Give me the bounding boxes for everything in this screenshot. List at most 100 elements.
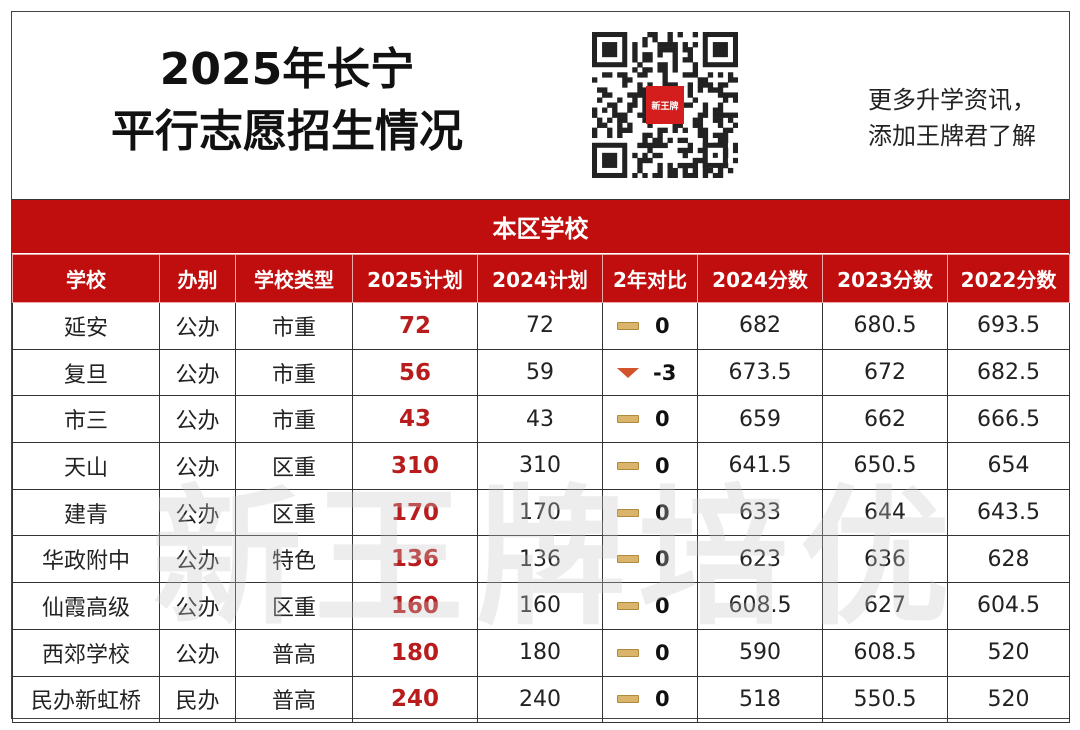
plan-2025-cell: 72 (352, 302, 478, 350)
school-cell: 仙霞高级 (12, 582, 160, 630)
ownership-cell: 民办 (159, 675, 236, 724)
score-2023-cell: 672 (822, 348, 948, 397)
comparison: 0 (603, 547, 697, 571)
flat-bar-icon (617, 695, 639, 704)
comparison-cell: 0 (602, 582, 698, 630)
comparison-cell: 0 (602, 535, 698, 584)
col-header: 2022分数 (947, 254, 1070, 303)
plan-2024-cell: 310 (477, 442, 603, 490)
col-header: 2025计划 (352, 254, 478, 303)
school-type-cell: 市重 (235, 302, 353, 350)
qr-code: 新王牌 (592, 32, 739, 179)
ownership-cell: 公办 (159, 302, 236, 350)
plan-2025-cell: 136 (352, 535, 478, 584)
ownership-cell: 公办 (159, 395, 236, 444)
school-cell: 西郊学校 (12, 628, 160, 677)
comparison: 0 (603, 501, 697, 525)
admission-table: 学校 办别 学校类型 2025计划 2024计划 2年对比 2024分数 202… (12, 254, 1070, 724)
score-2024-cell: 633 (697, 488, 823, 537)
score-2022-cell: 666.5 (947, 395, 1070, 444)
col-header: 2024分数 (697, 254, 823, 303)
comparison: 0 (603, 407, 697, 431)
score-2023-cell: 680.5 (822, 302, 948, 350)
comparison-cell: 0 (602, 395, 698, 444)
plan-2025-cell: 180 (352, 628, 478, 677)
diff-value: 0 (655, 687, 670, 712)
comparison-cell: -3 (602, 348, 698, 397)
school-type-cell: 区重 (235, 442, 353, 490)
table-row: 市三 公办 市重 43 43 0 659 662 666.5 (12, 395, 1070, 444)
plan-2025-cell: 56 (352, 348, 478, 397)
section-banner: 本区学校 (12, 199, 1069, 254)
score-2024-cell: 518 (697, 675, 823, 724)
school-cell: 天山 (12, 442, 160, 490)
score-2022-cell: 643.5 (947, 488, 1070, 537)
school-cell: 延安 (12, 302, 160, 350)
score-2022-cell: 604.5 (947, 582, 1070, 630)
qr-logo-badge: 新王牌 (646, 86, 684, 124)
diff-value: 0 (655, 313, 670, 338)
score-2024-cell: 659 (697, 395, 823, 444)
diff-value: 0 (655, 640, 670, 665)
qr-code-pattern (592, 32, 739, 179)
plan-2025-cell: 160 (352, 582, 478, 630)
comparison-cell: 0 (602, 628, 698, 677)
school-type-cell: 市重 (235, 395, 353, 444)
score-2024-cell: 623 (697, 535, 823, 584)
diff-value: 0 (655, 500, 670, 525)
plan-2024-cell: 180 (477, 628, 603, 677)
comparison: 0 (603, 594, 697, 618)
school-type-cell: 普高 (235, 675, 353, 724)
comparison-cell: 0 (602, 488, 698, 537)
score-2023-cell: 608.5 (822, 628, 948, 677)
comparison: 0 (603, 641, 697, 665)
school-cell: 市三 (12, 395, 160, 444)
table-header-row: 学校 办别 学校类型 2025计划 2024计划 2年对比 2024分数 202… (12, 254, 1070, 303)
ownership-cell: 公办 (159, 582, 236, 630)
plan-2024-cell: 59 (477, 348, 603, 397)
table-row: 建青 公办 区重 170 170 0 633 644 643.5 (12, 488, 1070, 537)
ownership-cell: 公办 (159, 442, 236, 490)
plan-2024-cell: 72 (477, 302, 603, 350)
flat-bar-icon (617, 601, 639, 610)
diff-value: 0 (655, 547, 670, 572)
ownership-cell: 公办 (159, 535, 236, 584)
table-row: 民办新虹桥 民办 普高 240 240 0 518 550.5 520 (12, 675, 1070, 724)
comparison: -3 (603, 361, 697, 385)
comparison: 0 (603, 314, 697, 338)
score-2022-cell: 693.5 (947, 302, 1070, 350)
score-2022-cell: 520 (947, 628, 1070, 677)
plan-2024-cell: 170 (477, 488, 603, 537)
school-cell: 建青 (12, 488, 160, 537)
plan-2025-cell: 310 (352, 442, 478, 490)
comparison-cell: 0 (602, 675, 698, 724)
table-body: 延安 公办 市重 72 72 0 682 680.5 693.5 复旦 公办 市重 56 59 -3 673.… (12, 302, 1070, 724)
table-row: 天山 公办 区重 310 310 0 641.5 650.5 654 (12, 442, 1070, 490)
school-cell: 华政附中 (12, 535, 160, 584)
score-2023-cell: 644 (822, 488, 948, 537)
plan-2025-cell: 170 (352, 488, 478, 537)
flat-bar-icon (617, 648, 639, 657)
down-arrow-icon (617, 367, 639, 378)
score-2023-cell: 650.5 (822, 442, 948, 490)
score-2023-cell: 636 (822, 535, 948, 584)
diff-value: 0 (655, 453, 670, 478)
school-type-cell: 区重 (235, 488, 353, 537)
diff-value: 0 (655, 407, 670, 432)
col-header: 2024计划 (477, 254, 603, 303)
score-2022-cell: 682.5 (947, 348, 1070, 397)
score-2024-cell: 641.5 (697, 442, 823, 490)
score-2024-cell: 608.5 (697, 582, 823, 630)
plan-2024-cell: 160 (477, 582, 603, 630)
flat-bar-icon (617, 555, 639, 564)
table-row: 仙霞高级 公办 区重 160 160 0 608.5 627 604.5 (12, 582, 1070, 630)
plan-2025-cell: 43 (352, 395, 478, 444)
comparison: 0 (603, 687, 697, 711)
col-header: 2年对比 (602, 254, 698, 303)
promo-line-2: 添加王牌君了解 (868, 122, 1036, 150)
promo-text: 更多升学资讯， 添加王牌君了解 (847, 82, 1057, 154)
page-title: 2025年长宁 平行志愿招生情况 (72, 42, 502, 160)
title-line-2: 平行志愿招生情况 (111, 106, 463, 157)
score-2022-cell: 654 (947, 442, 1070, 490)
